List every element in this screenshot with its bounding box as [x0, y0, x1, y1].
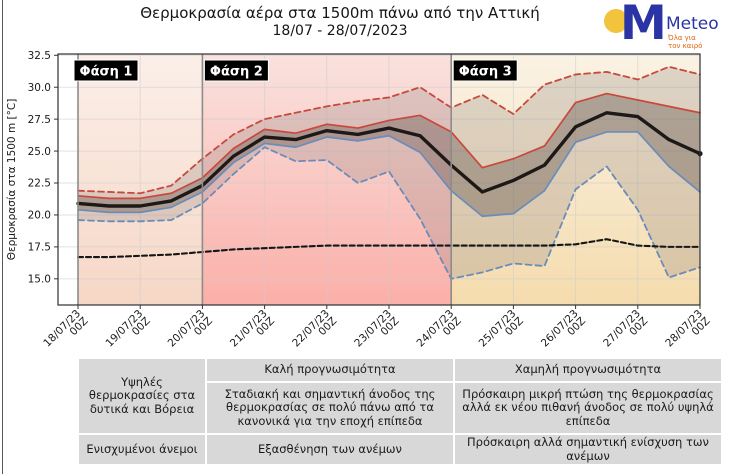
series-percentile_25: [77, 131, 701, 218]
svg-text:27.5: 27.5: [28, 114, 51, 126]
x-tick-label: 27/07/2300Z: [601, 308, 650, 357]
phase-summary-table: Υψηλές θερμοκρασίες στα δυτικά και Βόρει…: [77, 357, 723, 466]
phase2-predictability-cell: Καλή προγνωσιμότητα: [207, 359, 453, 381]
sun-icon: [604, 9, 628, 33]
svg-text:32.5: 32.5: [28, 50, 51, 62]
svg-text:15.0: 15.0: [28, 274, 51, 286]
y-axis-label: Θερμοκρασία στα 1500 m [°C]: [6, 99, 18, 261]
x-axis: 18/07/2300Z 19/07/2300Z 20/07/2300Z 21/07/2…: [41, 305, 713, 357]
svg-text:30.0: 30.0: [28, 82, 51, 94]
x-tick-label: 23/07/2300Z: [352, 308, 401, 357]
phase2-wind-cell: Εξασθένηση των ανέμων: [207, 435, 453, 465]
logo-tagline-line1: Όλα για: [668, 34, 696, 42]
x-tick-label: 25/07/2300Z: [477, 308, 526, 357]
phase1-weather-cell: Υψηλές θερμοκρασίες στα δυτικά και Βόρει…: [79, 359, 205, 433]
x-tick-label: 24/07/2300Z: [414, 308, 463, 357]
page-title: Θερμοκρασία αέρα στα 1500m πάνω από την …: [140, 4, 540, 22]
x-tick-label: 28/07/2300Z: [663, 308, 712, 357]
x-tick-label: 20/07/2300Z: [166, 308, 215, 357]
phase-label: Φάση 2: [203, 59, 269, 82]
svg-text:20.0: 20.0: [28, 210, 51, 222]
svg-text:Φάση 2: Φάση 2: [210, 65, 263, 80]
svg-text:25.0: 25.0: [28, 146, 51, 158]
phase1-wind-cell: Ενισχυμένοι άνεμοι: [79, 435, 205, 465]
svg-text:17.5: 17.5: [28, 242, 51, 254]
phase-label: Φάση 3: [452, 59, 518, 82]
x-tick-label: 22/07/2300Z: [290, 308, 339, 357]
x-tick-label: 26/07/2300Z: [539, 308, 588, 357]
series-ensemble_max: [77, 65, 701, 195]
plot-border: [57, 53, 701, 306]
phase-boundary-lines: [77, 54, 453, 305]
gridlines: [58, 54, 701, 305]
phase3-wind-cell: Πρόσκαιρη αλλά σημαντική ενίσχυση των αν…: [455, 435, 721, 465]
svg-text:22.5: 22.5: [28, 178, 51, 190]
window-left-edge: [2, 0, 3, 474]
series-percentile_75: [77, 92, 701, 200]
svg-text:Φάση 1: Φάση 1: [80, 65, 133, 80]
chart-header: Θερμοκρασία αέρα στα 1500m πάνω από την …: [40, 4, 640, 40]
series-ensemble_mean: [76, 111, 702, 208]
phase3-temperature-cell: Πρόσκαιρη μικρή πτώση της θερμοκρασίας α…: [455, 383, 721, 433]
phase-label: Φάση 1: [73, 59, 139, 82]
band-percentile_75-percentile_25: [78, 93, 700, 217]
x-tick-label: 21/07/2300Z: [228, 308, 277, 357]
date-range-subtitle: 18/07 - 28/07/2023: [272, 22, 408, 39]
series-climatology: [76, 238, 702, 259]
temperature-chart: Φάση 1 Φάση 2 Φάση 3 15.0 17.5 20.0 22.5 25.0 27…: [6, 50, 713, 357]
phase3-predictability-cell: Χαμηλή προγνωσιμότητα: [455, 359, 721, 381]
series-ensemble_min: [77, 146, 701, 280]
x-tick-label: 18/07/2300Z: [41, 308, 90, 357]
logo-tagline-line2: τον καιρό: [668, 42, 703, 50]
band-ensemble_max-ensemble_min: [78, 66, 700, 279]
meteo-m-icon: M: [620, 0, 667, 51]
logo-brand-text: Meteo: [666, 14, 719, 34]
y-axis: 15.0 17.5 20.0 22.5 25.0 27.5 30.0 32.5: [28, 50, 58, 286]
x-tick-label: 19/07/2300Z: [103, 308, 152, 357]
meteo-logo: M Meteo Όλα για τον καιρό: [602, 0, 728, 56]
svg-text:Φάση 3: Φάση 3: [459, 65, 512, 80]
phase2-temperature-cell: Σταδιακή και σημαντική άνοδος της θερμοκ…: [207, 383, 453, 433]
logo-tagline: Όλα για τον καιρό: [668, 34, 702, 50]
